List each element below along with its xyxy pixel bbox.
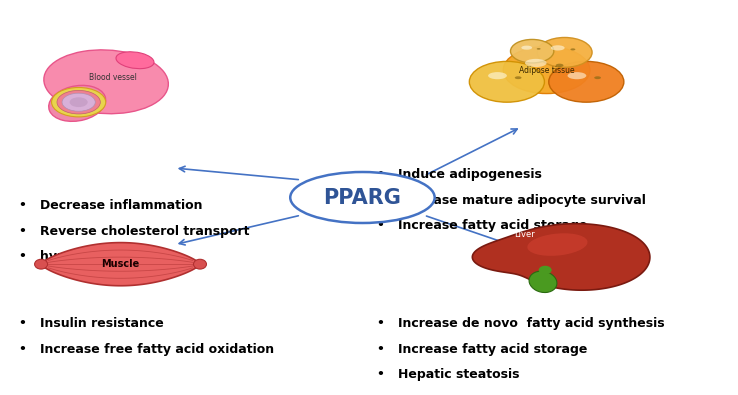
Text: •   Increase fatty acid storage: • Increase fatty acid storage — [377, 342, 587, 356]
Text: Blood vessel: Blood vessel — [89, 73, 137, 82]
Polygon shape — [472, 224, 650, 290]
Ellipse shape — [549, 61, 624, 102]
Ellipse shape — [511, 40, 554, 63]
Ellipse shape — [44, 50, 168, 114]
Ellipse shape — [62, 93, 95, 111]
Ellipse shape — [529, 271, 557, 293]
Text: •   Increase free fatty acid oxidation: • Increase free fatty acid oxidation — [19, 342, 275, 356]
Ellipse shape — [35, 259, 48, 269]
Ellipse shape — [537, 48, 541, 50]
Ellipse shape — [488, 72, 507, 79]
Ellipse shape — [568, 72, 586, 79]
Text: Muscle: Muscle — [101, 259, 139, 269]
Ellipse shape — [594, 76, 601, 79]
Ellipse shape — [116, 52, 154, 69]
Ellipse shape — [537, 38, 592, 67]
Text: Adipose tissue: Adipose tissue — [519, 66, 574, 75]
Ellipse shape — [528, 233, 587, 256]
Text: •   Reverse cholesterol transport: • Reverse cholesterol transport — [19, 225, 250, 238]
Text: •   Increase mature adipocyte survival: • Increase mature adipocyte survival — [377, 194, 646, 207]
Ellipse shape — [57, 90, 100, 114]
Ellipse shape — [193, 259, 207, 269]
Ellipse shape — [570, 48, 576, 51]
Ellipse shape — [69, 97, 88, 107]
Ellipse shape — [556, 64, 564, 67]
Text: •   Increase fatty acid storage: • Increase fatty acid storage — [377, 219, 587, 232]
Ellipse shape — [52, 87, 106, 117]
Text: •   hyperlipidemia: • hyperlipidemia — [19, 250, 145, 263]
Text: •   Induce adipogenesis: • Induce adipogenesis — [377, 168, 542, 181]
Text: •   Insulin resistance: • Insulin resistance — [19, 317, 164, 330]
Ellipse shape — [503, 47, 590, 94]
Ellipse shape — [521, 45, 532, 50]
Text: Liver: Liver — [514, 230, 535, 239]
Polygon shape — [41, 243, 200, 286]
Ellipse shape — [539, 266, 551, 275]
Ellipse shape — [49, 85, 106, 121]
Text: •   Increase de novo  fatty acid synthesis: • Increase de novo fatty acid synthesis — [377, 317, 664, 330]
Ellipse shape — [469, 61, 545, 102]
Ellipse shape — [515, 76, 522, 79]
Text: •   Decrease inflammation: • Decrease inflammation — [19, 199, 203, 213]
Ellipse shape — [525, 59, 547, 67]
Text: PPARG: PPARG — [323, 188, 401, 207]
Text: •   Hepatic steatosis: • Hepatic steatosis — [377, 368, 520, 381]
Ellipse shape — [290, 172, 435, 223]
Ellipse shape — [551, 45, 565, 51]
